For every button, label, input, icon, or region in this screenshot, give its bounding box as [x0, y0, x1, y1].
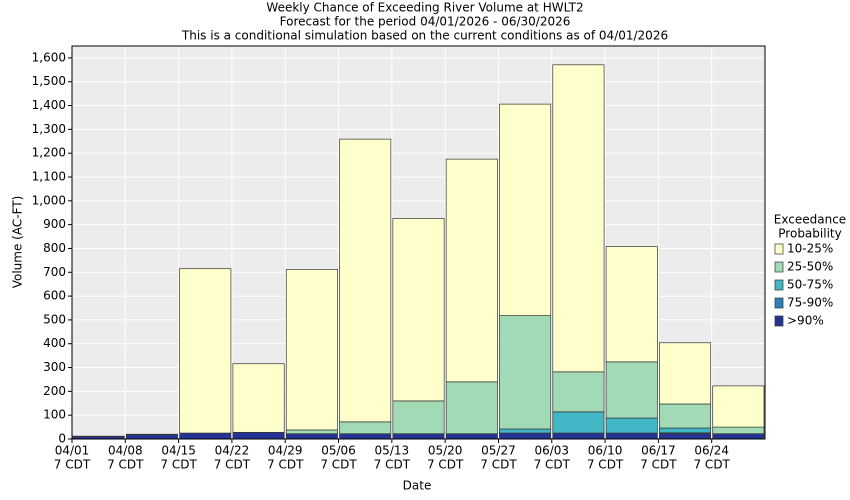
x-tick-sublabel: 7 CDT — [267, 458, 304, 472]
legend-label: 10-25% — [787, 242, 833, 256]
y-tick-label: 600 — [43, 289, 66, 303]
y-tick-label: 100 — [43, 408, 66, 422]
bar-segment — [339, 138, 392, 423]
y-tick-label: 1,200 — [32, 146, 66, 160]
bar-segment — [605, 246, 658, 363]
bar-segment — [552, 64, 605, 373]
x-tick-label: 05/13 — [375, 444, 410, 458]
x-tick-sublabel: 7 CDT — [160, 458, 197, 472]
x-tick-sublabel: 7 CDT — [693, 458, 730, 472]
y-tick-label: 1,300 — [32, 122, 66, 136]
x-tick-label: 04/22 — [215, 444, 250, 458]
bar-segment — [712, 385, 765, 428]
bar-segment — [339, 421, 392, 435]
bar-segment — [232, 431, 285, 440]
bar-segment — [179, 432, 232, 440]
x-tick-sublabel: 7 CDT — [107, 458, 144, 472]
bar-segment — [552, 432, 605, 440]
y-tick-label: 1,500 — [32, 74, 66, 88]
bar-segment — [499, 432, 552, 440]
chart-subtitle: Forecast for the period 04/01/2026 - 06/… — [280, 15, 571, 29]
bar-segment — [712, 433, 765, 440]
x-tick-label: 06/17 — [641, 444, 676, 458]
y-tick-label: 900 — [43, 217, 66, 231]
bar-segment — [179, 268, 232, 434]
x-axis-label: Date — [403, 479, 432, 493]
legend-swatch — [774, 279, 784, 291]
bar-segment — [552, 371, 605, 413]
x-tick-label: 05/27 — [481, 444, 516, 458]
bar-segment — [499, 428, 552, 434]
legend-swatch — [774, 297, 784, 309]
y-axis-label: Volume (AC-FT) — [11, 196, 25, 289]
y-tick-label: 300 — [43, 360, 66, 374]
legend-swatch — [774, 261, 784, 273]
y-tick-label: 500 — [43, 312, 66, 326]
y-tick-label: 0 — [58, 432, 66, 446]
bar-segment — [392, 433, 445, 440]
x-tick-label: 04/08 — [108, 444, 143, 458]
bar-segment — [445, 381, 498, 435]
legend-label: >90% — [787, 314, 824, 328]
y-tick-label: 1,400 — [32, 98, 66, 112]
bar-segment — [605, 432, 658, 440]
y-tick-label: 1,000 — [32, 193, 66, 207]
chart-note: This is a conditional simulation based o… — [181, 29, 668, 43]
legend-label: 50-75% — [787, 278, 833, 292]
y-tick-label: 800 — [43, 241, 66, 255]
y-tick-label: 400 — [43, 336, 66, 350]
bar-segment — [339, 433, 392, 440]
x-tick-label: 05/06 — [321, 444, 356, 458]
bar-segment — [285, 429, 338, 435]
legend-label: 75-90% — [787, 296, 833, 310]
bar-segment — [445, 158, 498, 383]
bar-segment — [232, 363, 285, 433]
bar-segment — [392, 400, 445, 435]
bar-segment — [659, 403, 712, 429]
bar-segment — [499, 315, 552, 430]
x-tick-label: 04/01 — [55, 444, 90, 458]
x-tick-sublabel: 7 CDT — [427, 458, 464, 472]
bar-segment — [552, 411, 605, 434]
bar-segment — [712, 426, 765, 435]
bar-segment — [605, 417, 658, 434]
x-tick-sublabel: 7 CDT — [374, 458, 411, 472]
bar-segment — [445, 433, 498, 440]
y-tick-label: 1,100 — [32, 170, 66, 184]
x-tick-label: 05/20 — [428, 444, 463, 458]
legend-title: Exceedance — [774, 213, 846, 227]
bar-segment — [392, 218, 445, 402]
plot-border — [71, 45, 766, 440]
y-tick-label: 200 — [43, 384, 66, 398]
bar-segment — [659, 342, 712, 405]
x-tick-label: 06/10 — [588, 444, 623, 458]
x-tick-sublabel: 7 CDT — [480, 458, 517, 472]
y-tick-label: 1,600 — [32, 50, 66, 64]
x-tick-sublabel: 7 CDT — [587, 458, 624, 472]
y-tick-label: 700 — [43, 265, 66, 279]
bar-segment — [659, 427, 712, 434]
x-tick-label: 04/29 — [268, 444, 303, 458]
bar-segment — [659, 433, 712, 440]
legend-swatch — [774, 315, 784, 327]
legend-title: Probability — [778, 227, 841, 241]
x-tick-label: 06/03 — [534, 444, 569, 458]
x-tick-sublabel: 7 CDT — [54, 458, 91, 472]
x-tick-label: 04/15 — [161, 444, 196, 458]
x-tick-sublabel: 7 CDT — [640, 458, 677, 472]
legend-swatch — [774, 243, 784, 255]
bar-segment — [285, 433, 338, 440]
bar-segment — [605, 361, 658, 419]
bar-segment — [499, 103, 552, 316]
bar-segment — [285, 269, 338, 431]
x-tick-label: 06/24 — [694, 444, 729, 458]
chart-title: Weekly Chance of Exceeding River Volume … — [266, 1, 583, 15]
legend-label: 25-50% — [787, 260, 833, 274]
x-tick-sublabel: 7 CDT — [214, 458, 251, 472]
x-tick-sublabel: 7 CDT — [534, 458, 571, 472]
x-tick-sublabel: 7 CDT — [320, 458, 357, 472]
bar-segment — [125, 434, 178, 440]
